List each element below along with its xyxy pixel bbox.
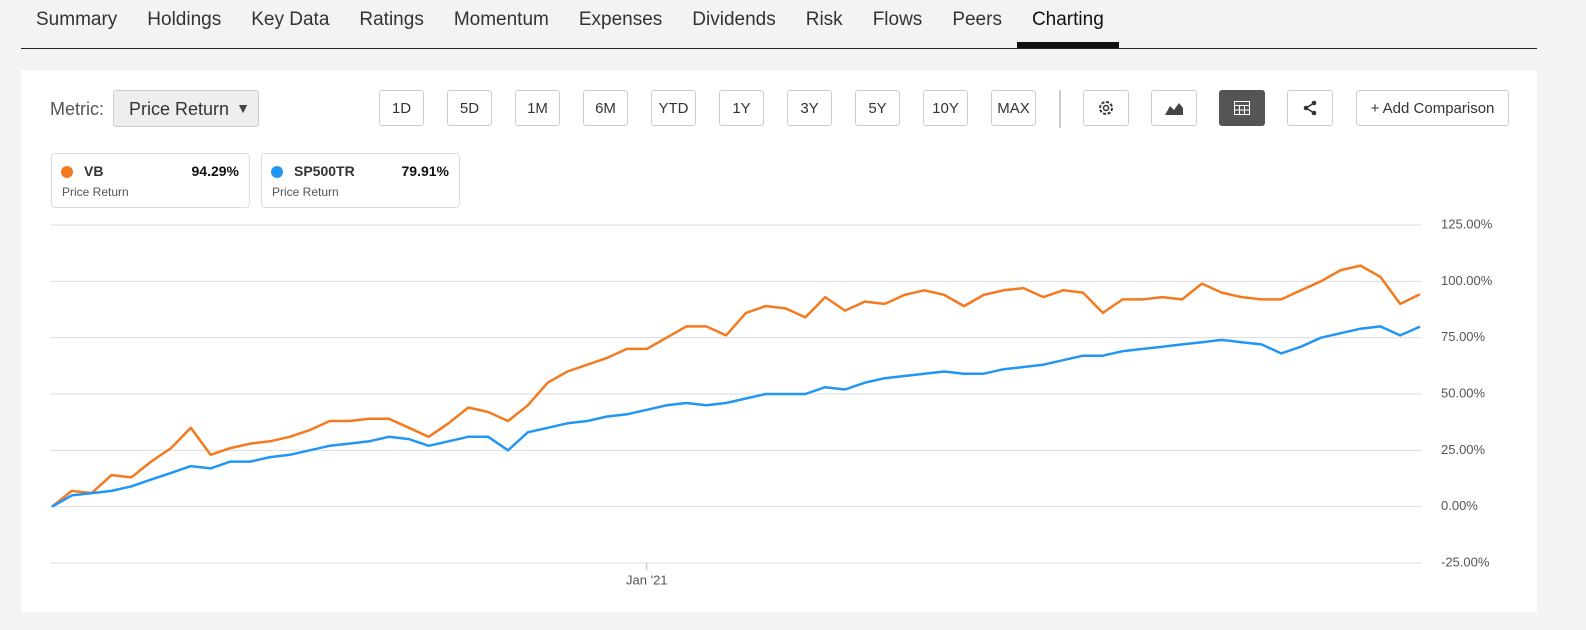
legend-value: 94.29% xyxy=(191,163,239,179)
settings-button[interactable] xyxy=(1083,90,1129,126)
gear-icon xyxy=(1099,101,1113,115)
table-icon xyxy=(1234,101,1250,115)
y-tick-label: -25.00% xyxy=(1441,554,1490,569)
tab[interactable]: Summary xyxy=(36,9,118,30)
range-button[interactable]: 3Y xyxy=(787,90,832,126)
legend-metric: Price Return xyxy=(62,185,129,199)
y-tick-label: 0.00% xyxy=(1441,498,1478,513)
tab[interactable]: Ratings xyxy=(359,9,424,30)
divider xyxy=(1059,90,1061,128)
legend-marker xyxy=(61,166,73,178)
range-button[interactable]: 1D xyxy=(379,90,424,126)
tab[interactable]: Flows xyxy=(872,9,923,30)
metric-label: Metric: xyxy=(50,99,104,119)
legend-item[interactable]: VB 94.29% Price Return xyxy=(51,153,250,208)
tab[interactable]: Peers xyxy=(952,9,1002,30)
legend-item[interactable]: SP500TR 79.91% Price Return xyxy=(261,153,460,208)
tab[interactable]: Dividends xyxy=(692,9,776,30)
legend-value: 79.91% xyxy=(401,163,449,179)
legend-name: VB xyxy=(84,163,104,179)
tab[interactable]: Momentum xyxy=(453,9,549,30)
range-button[interactable]: 6M xyxy=(583,90,628,126)
legend-metric: Price Return xyxy=(272,185,339,199)
range-button[interactable]: 1M xyxy=(515,90,560,126)
area-icon xyxy=(1165,103,1183,115)
tab[interactable]: Risk xyxy=(805,9,843,30)
tab[interactable]: Key Data xyxy=(251,9,330,30)
tab[interactable]: Expenses xyxy=(578,9,663,30)
chart-card: Metric: Price Return + Add Comparison VB… xyxy=(21,70,1537,612)
range-button[interactable]: 5D xyxy=(447,90,492,126)
y-tick-label: 75.00% xyxy=(1441,329,1486,344)
chart-type-button[interactable] xyxy=(1151,90,1197,126)
x-tick-label: Jan '21 xyxy=(626,572,668,587)
legend-marker xyxy=(271,166,283,178)
range-button[interactable]: MAX xyxy=(991,90,1036,126)
y-tick-label: 100.00% xyxy=(1441,273,1493,288)
tab-bar: Summary Holdings Key Data Ratings Momentum Ex… xyxy=(21,0,1537,49)
tab[interactable]: Charting xyxy=(1016,0,1119,48)
table-button[interactable] xyxy=(1219,90,1265,126)
y-tick-label: 50.00% xyxy=(1441,385,1486,400)
metric-dropdown[interactable]: Price Return xyxy=(113,90,259,127)
add-comparison-button[interactable]: + Add Comparison xyxy=(1356,90,1509,126)
share-icon xyxy=(1303,100,1317,116)
range-button[interactable]: 1Y xyxy=(719,90,764,126)
y-tick-label: 25.00% xyxy=(1441,442,1486,457)
share-button[interactable] xyxy=(1287,90,1333,126)
series-line xyxy=(51,264,1421,508)
range-button[interactable]: YTD xyxy=(651,90,696,126)
legend-name: SP500TR xyxy=(294,163,355,179)
y-tick-label: 125.00% xyxy=(1441,216,1493,231)
range-button[interactable]: 5Y xyxy=(855,90,900,126)
tab[interactable]: Holdings xyxy=(147,9,222,30)
range-button[interactable]: 10Y xyxy=(923,90,968,126)
series-line xyxy=(51,325,1421,508)
